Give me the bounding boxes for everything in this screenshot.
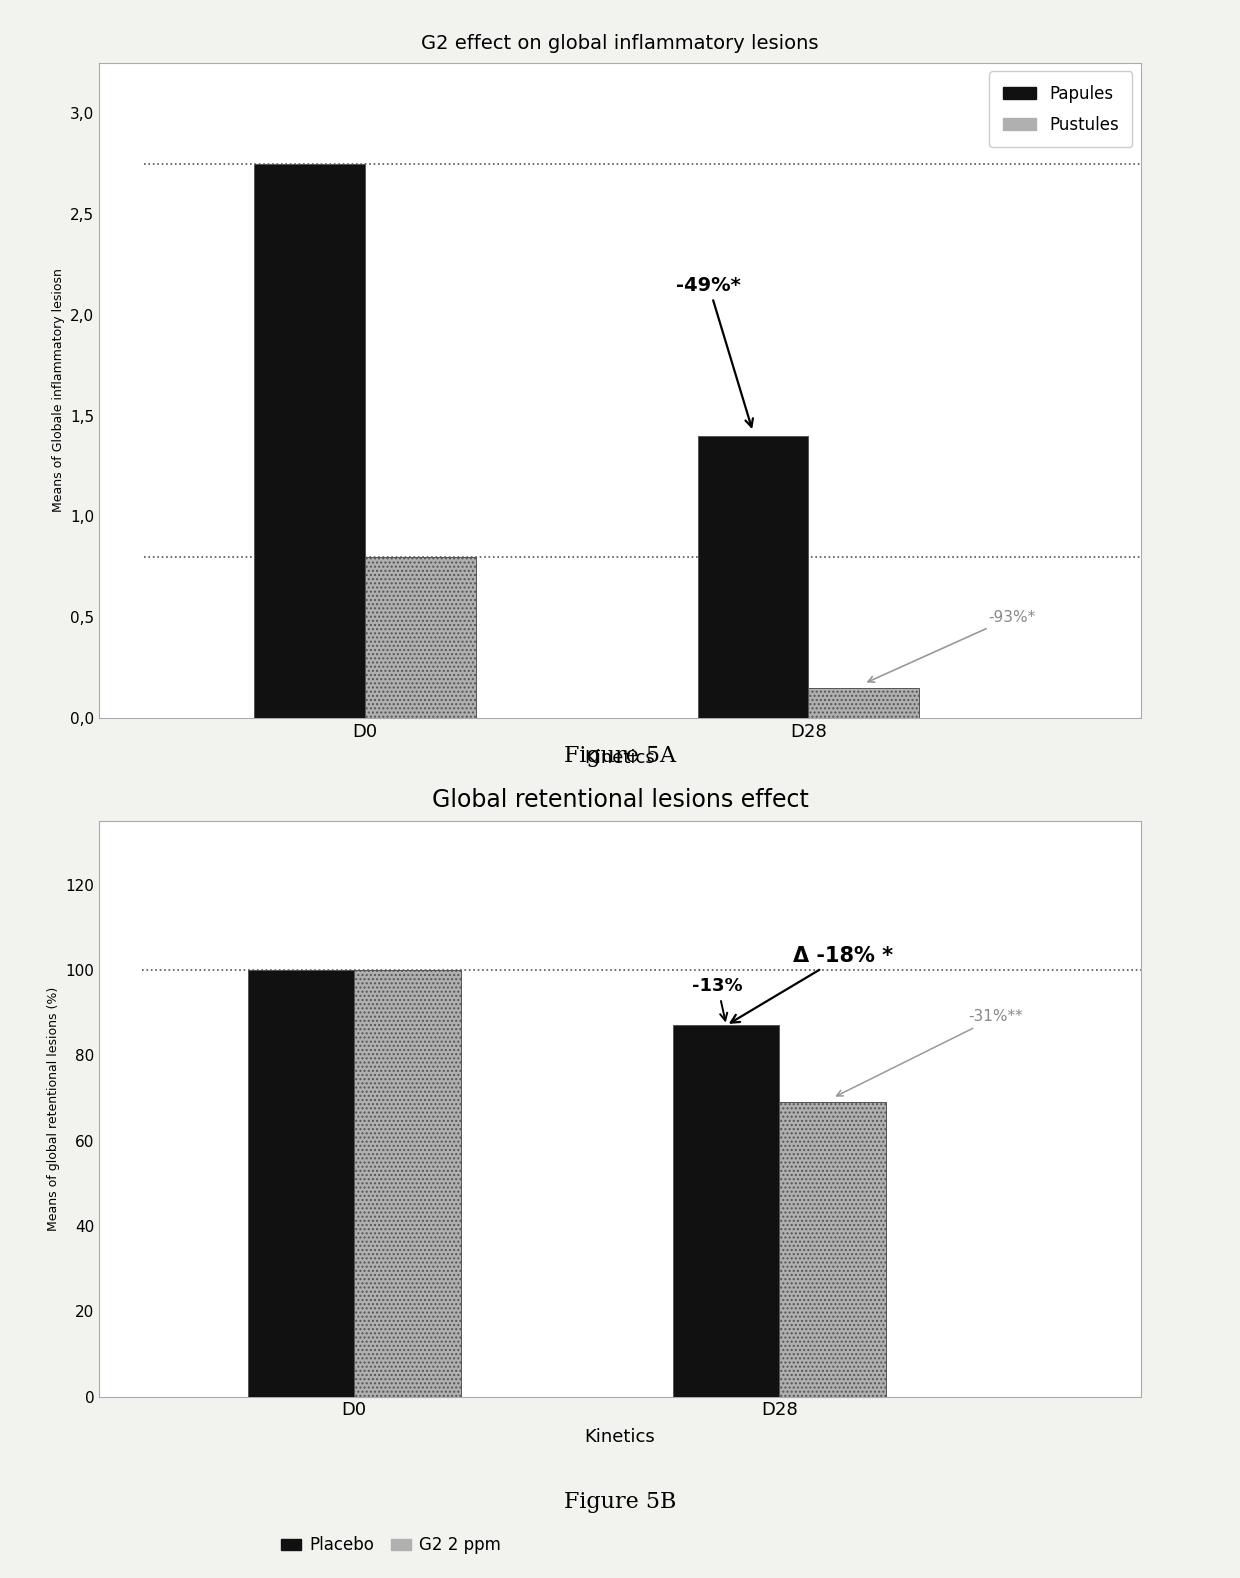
Bar xyxy=(673,1026,780,1397)
Legend: Placebo, G2 2 ppm: Placebo, G2 2 ppm xyxy=(274,1529,507,1561)
Bar xyxy=(808,688,919,718)
Title: Global retentional lesions effect: Global retentional lesions effect xyxy=(432,787,808,811)
Text: Figure 5A: Figure 5A xyxy=(564,745,676,767)
Text: -93%*: -93%* xyxy=(868,609,1035,682)
Bar xyxy=(698,436,808,718)
Text: Figure 5B: Figure 5B xyxy=(564,1491,676,1513)
X-axis label: Kinetics: Kinetics xyxy=(584,1428,656,1445)
Bar xyxy=(780,1101,885,1397)
Bar xyxy=(248,970,355,1397)
Text: Δ -18% *: Δ -18% * xyxy=(730,945,893,1023)
Bar xyxy=(365,557,476,718)
Text: -13%: -13% xyxy=(692,977,743,1021)
Title: G2 effect on global inflammatory lesions: G2 effect on global inflammatory lesions xyxy=(422,35,818,54)
X-axis label: Kinetics: Kinetics xyxy=(584,750,656,767)
Y-axis label: Means of Globale inflammatory lesiosn: Means of Globale inflammatory lesiosn xyxy=(52,268,64,513)
Legend: Papules, Pustules: Papules, Pustules xyxy=(990,71,1132,147)
Text: -49%*: -49%* xyxy=(676,276,753,426)
Bar xyxy=(254,164,365,718)
Y-axis label: Means of global retentional lesions (%): Means of global retentional lesions (%) xyxy=(47,986,60,1231)
Bar xyxy=(355,970,460,1397)
Text: -31%**: -31%** xyxy=(837,1010,1023,1095)
